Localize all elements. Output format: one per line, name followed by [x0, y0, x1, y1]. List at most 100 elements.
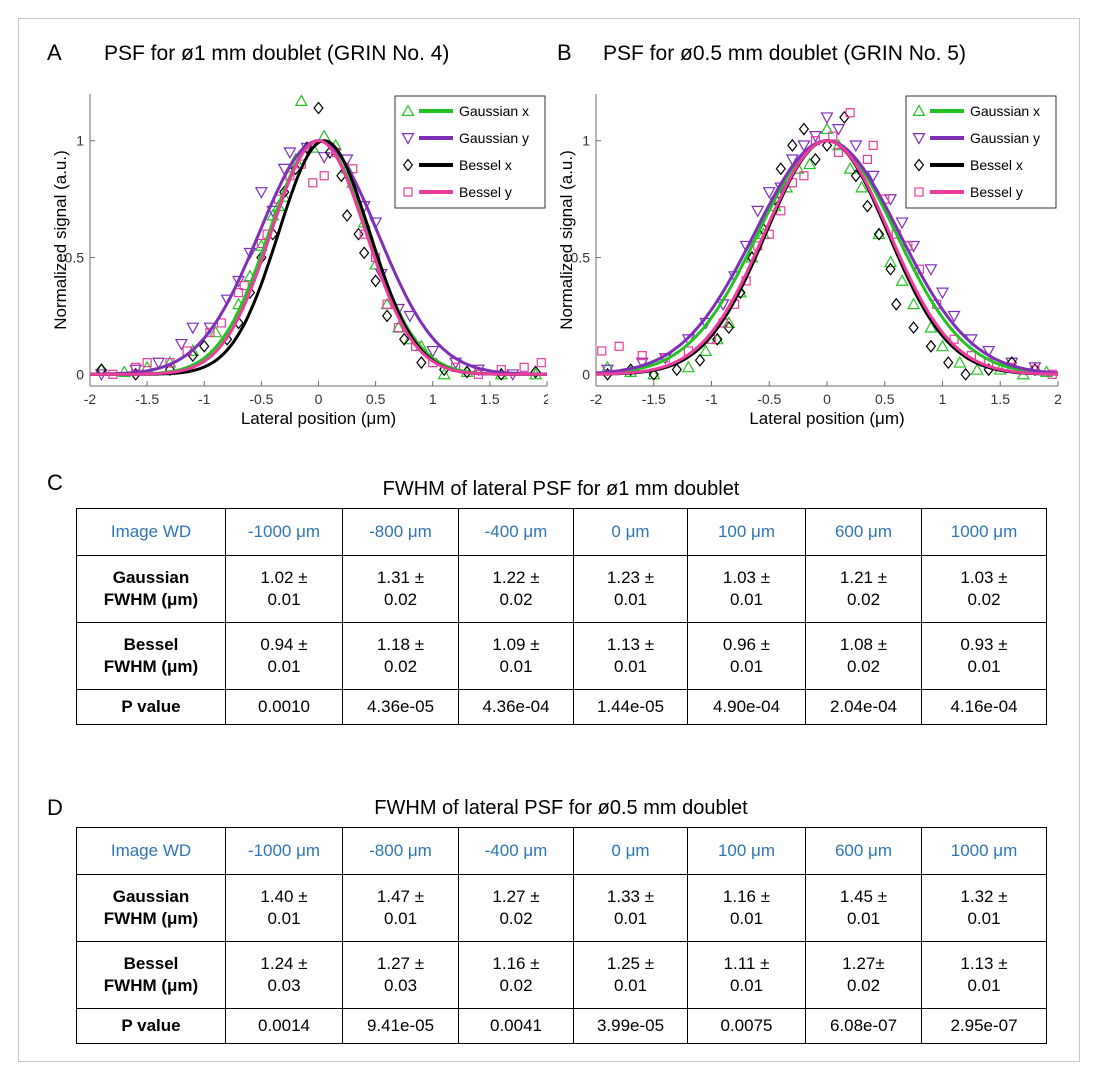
p-value-row: P value 0.0010 4.36e-05 4.36e-04 1.44e-0… [76, 689, 1047, 725]
data-point [699, 344, 713, 356]
data-point [647, 367, 661, 380]
data-point [186, 322, 200, 335]
data-point [117, 365, 131, 377]
table-header-row: Image WD -1000 μm -800 μm -400 μm 0 μm 1… [76, 508, 1047, 556]
data-point [751, 205, 765, 218]
gaussian-cell: 1.32 ±0.01 [921, 874, 1047, 942]
data-point [935, 287, 950, 300]
legend-label: Bessel x [459, 157, 512, 173]
x-tick-label: -0.5 [757, 391, 781, 407]
data-point [601, 364, 615, 377]
legend-label: Gaussian y [970, 130, 1040, 146]
x-axis-label: Lateral position (μm) [241, 409, 396, 428]
data-point [290, 162, 301, 176]
data-point [216, 318, 226, 328]
data-point [943, 356, 954, 370]
row-label-bessel: Bessel FWHM (μm) [76, 941, 226, 1009]
data-point [862, 199, 873, 213]
data-point [868, 140, 878, 150]
p-value-cell: 9.41e-05 [342, 1008, 459, 1044]
data-point [681, 360, 695, 373]
legend-label: Gaussian x [459, 103, 529, 119]
data-point [142, 358, 152, 368]
x-tick-label: 1 [939, 391, 947, 407]
x-tick-label: 0.5 [875, 391, 895, 407]
y-axis-label: Normalized signal (a.u.) [557, 150, 576, 330]
gaussian-cell: 1.22 ±0.02 [458, 555, 574, 623]
x-tick-label: -1 [705, 391, 718, 407]
bessel-cell: 0.96 ±0.01 [687, 622, 806, 690]
x-tick-label: -0.5 [249, 391, 273, 407]
y-axis-label: Normalized signal (a.u.) [51, 150, 70, 330]
data-point [970, 362, 984, 375]
header-cell: -800 μm [342, 508, 459, 556]
data-point [359, 246, 370, 260]
header-cell: -1000 μm [225, 508, 343, 556]
data-point [694, 353, 706, 367]
legend-marker [913, 158, 925, 172]
data-point [426, 345, 440, 358]
header-cell: 1000 μm [921, 508, 1047, 556]
x-tick-label: 1 [429, 391, 437, 407]
data-point [947, 310, 961, 323]
data-point [403, 310, 417, 323]
header-cell: -800 μm [342, 827, 459, 875]
bessel-row: Bessel FWHM (μm) 0.94 ±0.01 1.18 ±0.02 1.… [76, 622, 1047, 690]
bessel-cell: 1.11 ±0.01 [687, 941, 806, 1009]
data-point [209, 325, 223, 338]
legend-box [394, 95, 546, 209]
data-point [785, 154, 799, 167]
data-point [843, 162, 857, 174]
data-point [885, 262, 896, 276]
header-cell: 600 μm [805, 508, 922, 556]
data-point [648, 367, 659, 381]
figure-frame [18, 18, 1080, 1062]
data-point [820, 122, 834, 135]
chart-a: -2 -1.5 -1 -0.5 0 0.5 1 1.5 2 0 0.5 1 Lateral positi… [51, 94, 548, 428]
p-value-cell: 0.0041 [458, 1008, 574, 1044]
chart-b: -2 -1.5 -1 -0.5 0 0.5 1 1.5 2 0 0.5 1 Lateral positi… [557, 94, 1062, 428]
p-value-cell: 4.36e-04 [458, 689, 574, 725]
p-value-cell: 2.95e-07 [921, 1008, 1047, 1044]
data-point [850, 169, 862, 183]
x-tick-label: 1.5 [991, 391, 1011, 407]
data-point [671, 363, 683, 377]
gaussian-cell: 1.02 ±0.01 [225, 555, 343, 623]
p-value-cell: 4.90e-04 [687, 689, 806, 725]
header-cell: -1000 μm [225, 827, 343, 875]
row-label-p-value: P value [76, 689, 226, 725]
data-point [821, 138, 833, 152]
legend-marker [402, 158, 414, 172]
panel-label-c: C [47, 470, 63, 495]
data-point [317, 152, 331, 164]
data-point [907, 297, 921, 310]
data-point [205, 327, 215, 337]
panel-label-d: D [47, 795, 63, 820]
data-point [895, 217, 909, 230]
data-point [637, 351, 647, 361]
data-point [174, 338, 188, 351]
data-point [381, 309, 393, 323]
data-point [862, 154, 873, 165]
fit-curve-bessel-y [90, 139, 547, 376]
table-title-d: FWHM of lateral PSF for ø0.5 mm doublet [374, 797, 748, 819]
data-point [960, 367, 971, 381]
p-value-row: P value 0.0014 9.41e-05 0.0041 3.99e-05 … [76, 1008, 1047, 1044]
y-tick-label: 0 [582, 366, 590, 382]
data-point [839, 110, 850, 124]
gaussian-row: Gaussian FWHM (μm) 1.02 ±0.01 1.31 ±0.02 … [76, 555, 1047, 623]
bessel-cell: 1.16 ±0.02 [458, 941, 574, 1009]
x-tick-label: -1.5 [642, 391, 666, 407]
p-value-cell: 0.0075 [687, 1008, 806, 1044]
bessel-cell: 1.27± 0.02 [805, 941, 922, 1009]
fwhm-table-d: Image WD -1000 μm -800 μm -400 μm 0 μm 1… [76, 827, 1047, 1044]
header-cell: 1000 μm [921, 827, 1047, 875]
data-point [845, 108, 855, 118]
data-point [935, 339, 950, 352]
data-point [799, 171, 809, 181]
data-point [313, 101, 324, 115]
gaussian-cell: 1.03 ±0.01 [687, 555, 806, 623]
x-tick-label: 0 [315, 391, 323, 407]
legend-label: Bessel x [970, 157, 1023, 173]
data-point [536, 358, 546, 368]
